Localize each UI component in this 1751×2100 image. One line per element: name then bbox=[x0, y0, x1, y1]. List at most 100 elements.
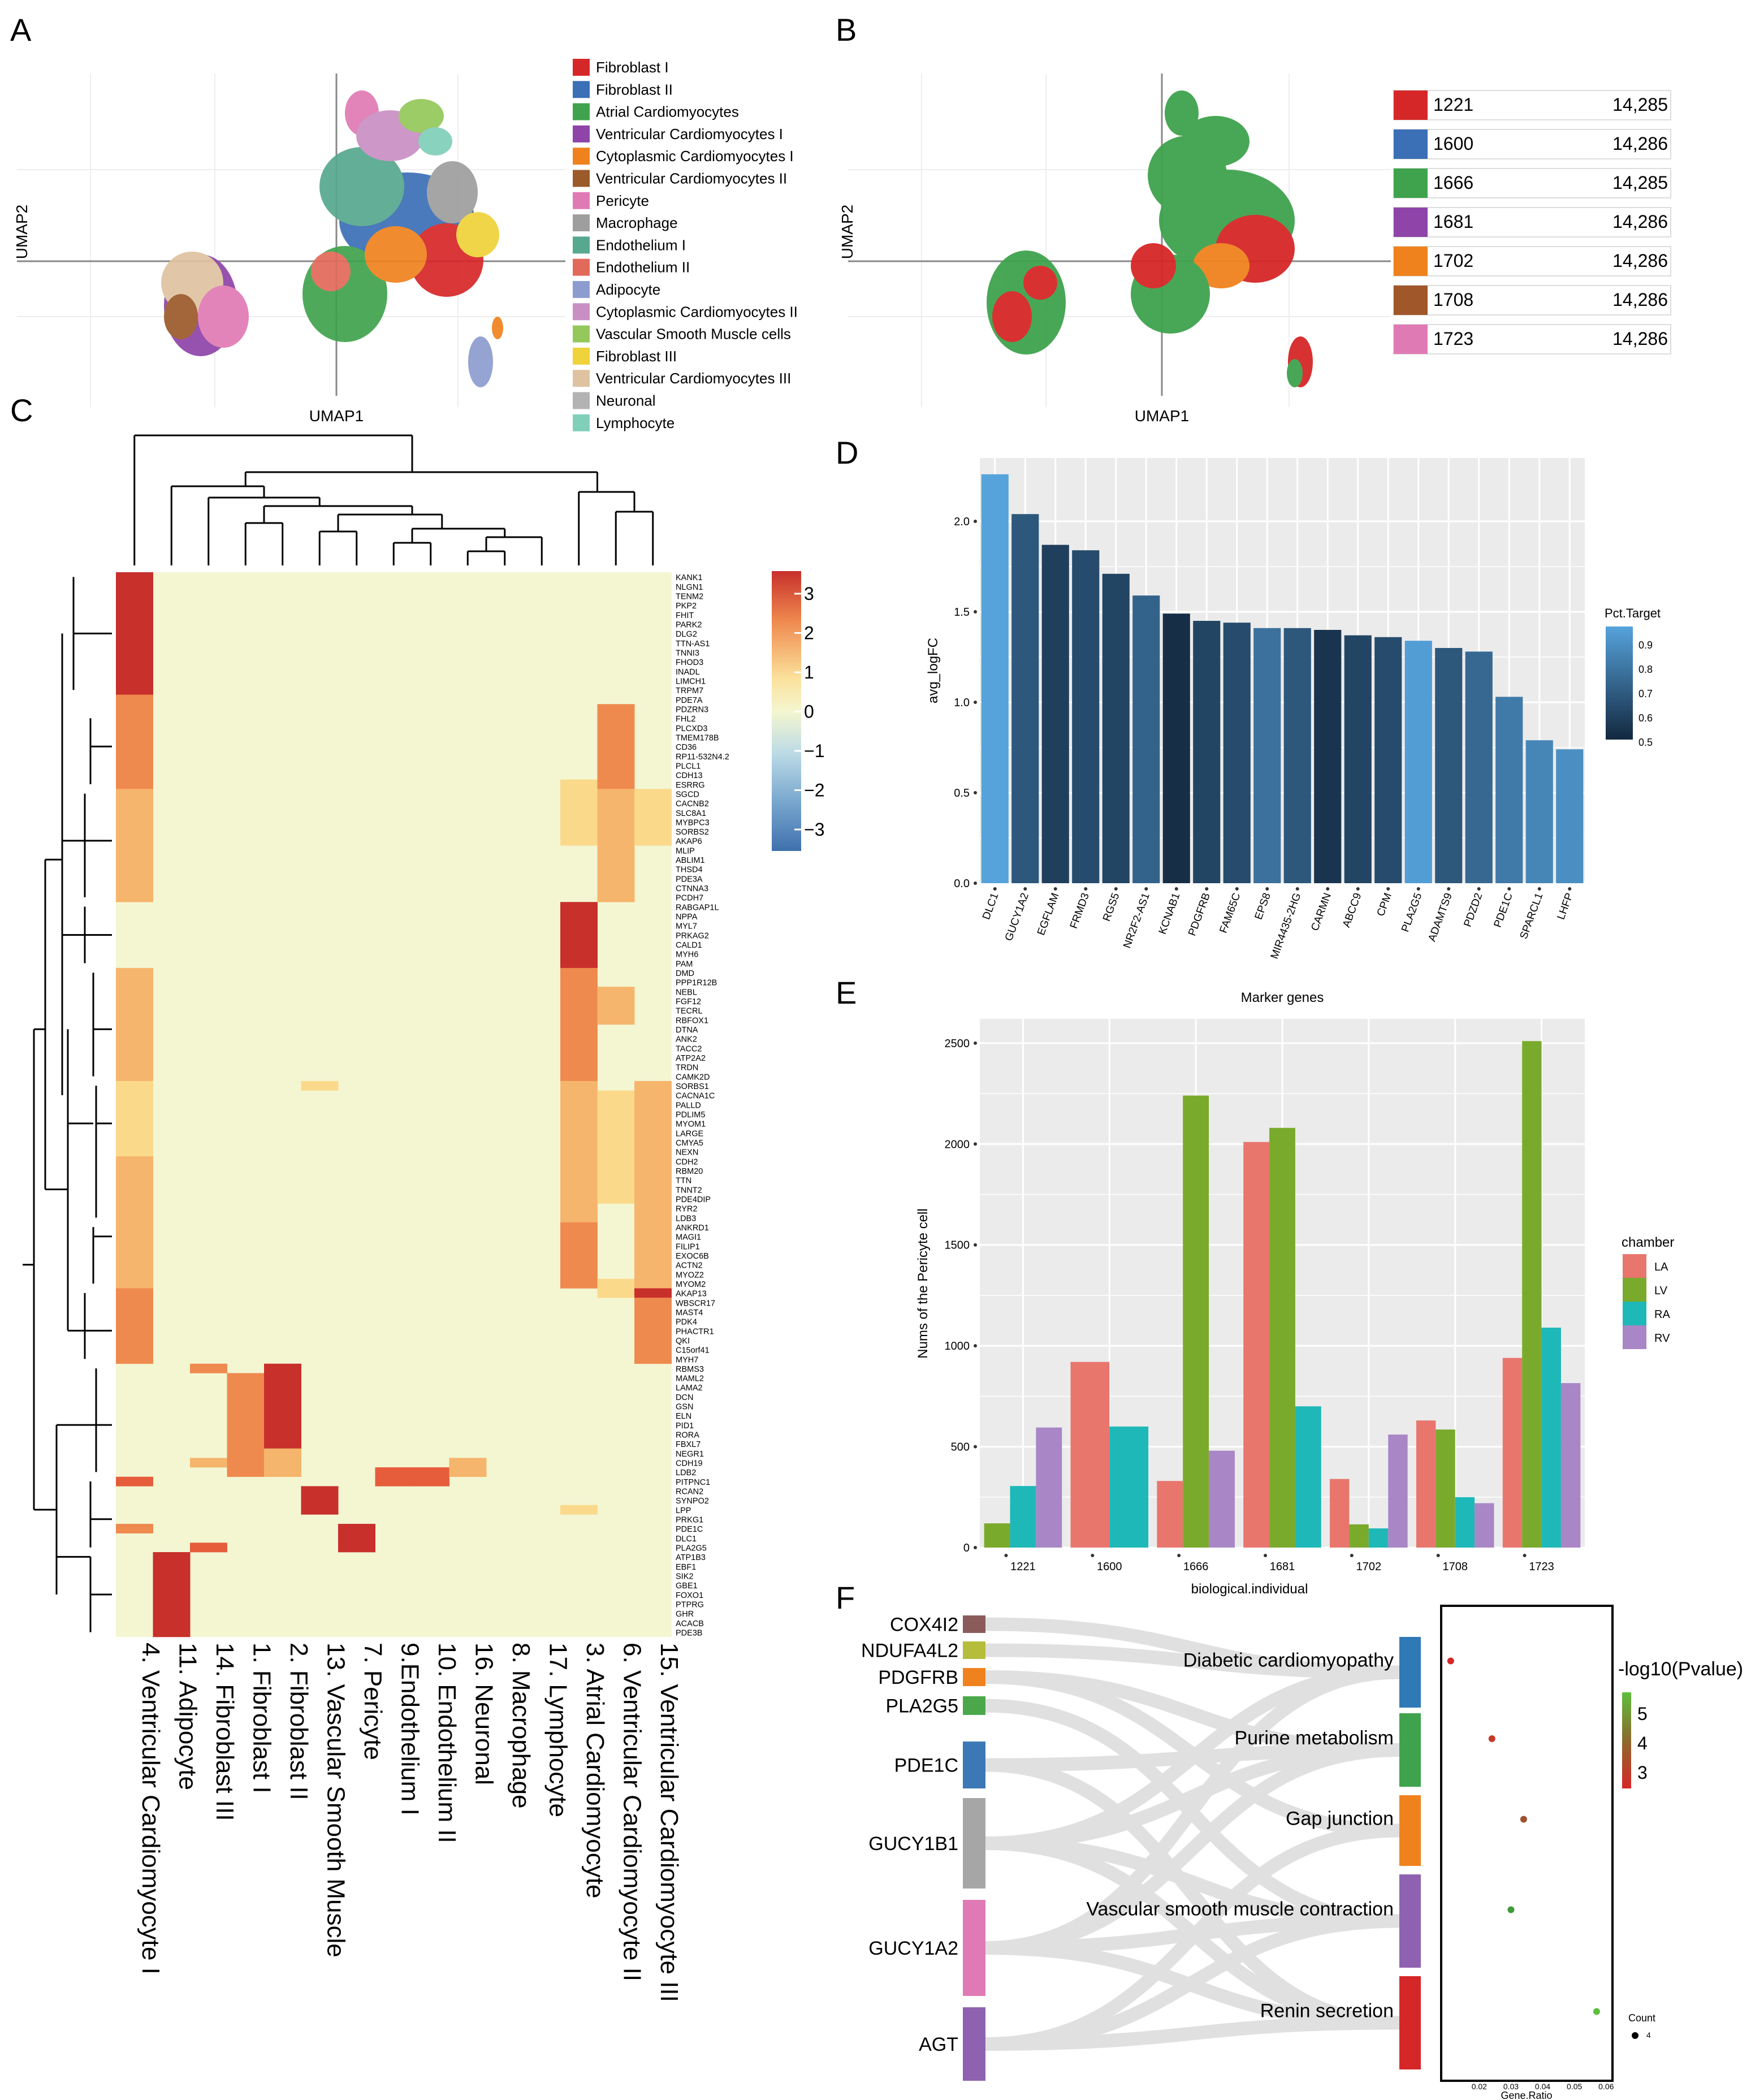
bar bbox=[1011, 514, 1039, 883]
bar bbox=[1243, 1142, 1270, 1548]
heatmap-cell bbox=[597, 789, 635, 902]
sankey-gene-node bbox=[963, 1668, 985, 1686]
bar bbox=[1209, 1450, 1235, 1548]
bar bbox=[1070, 1362, 1110, 1548]
heatmap-gene-label: SYNPO2 bbox=[676, 1497, 709, 1506]
xtick-mark bbox=[1568, 887, 1572, 891]
heatmap-cell bbox=[116, 572, 153, 695]
heatmap-gene-label: DLC1 bbox=[676, 1535, 697, 1544]
ytick-label: 0.5 bbox=[954, 787, 970, 800]
legend-label: Fibroblast I bbox=[596, 59, 669, 76]
heatmap-gene-label: TNNI3 bbox=[676, 649, 699, 658]
heatmap-gene-label: PHACTR1 bbox=[676, 1327, 714, 1336]
colorbar-tick-label: −1 bbox=[804, 741, 824, 761]
ytick-label: 2500 bbox=[945, 1038, 970, 1050]
heatmap-gene-label: LARGE bbox=[676, 1129, 703, 1138]
xtick-mark bbox=[1295, 887, 1299, 891]
xtick-label: 1681 bbox=[1270, 1561, 1295, 1573]
heatmap-cell bbox=[597, 1278, 635, 1298]
heatmap-gene-label: AKAP6 bbox=[676, 837, 702, 846]
bar bbox=[1388, 1434, 1408, 1548]
bar bbox=[1157, 1481, 1183, 1548]
heatmap-cluster-label: 6. Ventricular Cardiomyocyte II bbox=[618, 1643, 646, 1981]
xtick-mark bbox=[1350, 1554, 1354, 1557]
legend-row bbox=[1393, 129, 1671, 159]
heatmap-gene-label: RP11-532N4.2 bbox=[676, 753, 729, 762]
chart-d-yticks: 0.0 0.5 1.0 1.5 2.0 bbox=[954, 516, 977, 890]
heatmap-cell bbox=[338, 1524, 375, 1553]
sankey-gene-node bbox=[963, 2007, 985, 2081]
heatmap-cell bbox=[560, 967, 598, 1082]
sankey-gene-node bbox=[963, 1615, 985, 1633]
heatmap-gene-label: LDB2 bbox=[676, 1468, 696, 1477]
xtick-label: EPS8 bbox=[1253, 892, 1273, 922]
xtick-label: LHFP bbox=[1555, 892, 1576, 922]
heatmap-cell bbox=[301, 1486, 339, 1515]
heatmap-gene-label: NLGN1 bbox=[676, 583, 703, 592]
ytick-label: 1500 bbox=[945, 1239, 970, 1252]
sankey-pathway-node bbox=[1399, 1637, 1421, 1708]
heatmap-gene-label: MYBPC3 bbox=[676, 818, 710, 827]
bar bbox=[1344, 635, 1372, 883]
chart-d-bars bbox=[981, 474, 1584, 883]
heatmap-cluster-label: 17. Lymphocyte bbox=[544, 1643, 572, 1817]
heatmap-cell bbox=[116, 1524, 153, 1533]
heatmap-gene-label: ANK2 bbox=[676, 1035, 697, 1044]
heatmap-gene-label: RBM20 bbox=[676, 1167, 703, 1176]
heatmap-gene-label: PCDH7 bbox=[676, 894, 703, 903]
heatmap-gene-label: DTNA bbox=[676, 1026, 698, 1035]
colorbar-tick-label: 5 bbox=[1637, 1704, 1648, 1724]
heatmap-gene-label: CDH13 bbox=[676, 771, 703, 780]
bar bbox=[1541, 1328, 1561, 1548]
bar bbox=[984, 1523, 1010, 1548]
heatmap-cell bbox=[116, 694, 153, 789]
heatmap: KANK1NLGN1TENM2PKP2FHITPARK2DLG2TTN-AS1T… bbox=[23, 434, 824, 2002]
bar bbox=[1374, 637, 1402, 883]
heatmap-gene-label: LDB3 bbox=[676, 1214, 696, 1223]
heatmap-gene-label: GHR bbox=[676, 1610, 694, 1619]
heatmap-gene-label: WBSCR17 bbox=[676, 1299, 715, 1308]
ytick-label: 0.0 bbox=[954, 878, 970, 890]
xtick-label: MIR4435-2HG bbox=[1269, 892, 1304, 961]
legend-swatch bbox=[573, 125, 590, 142]
xtick-label: 1600 bbox=[1097, 1561, 1122, 1573]
heatmap-gene-label: PTPRG bbox=[676, 1601, 704, 1610]
heatmap-gene-label: AKAP13 bbox=[676, 1290, 707, 1299]
heatmap-gene-label: NPPA bbox=[676, 913, 698, 922]
heatmap-cell bbox=[190, 1542, 227, 1553]
bar bbox=[1522, 1041, 1542, 1548]
heatmap-gene-label: CACNA1C bbox=[676, 1092, 715, 1101]
heatmap-gene-label: TECRL bbox=[676, 1007, 703, 1016]
legend-swatch bbox=[573, 170, 590, 187]
xtick-label: GUCY1A2 bbox=[1003, 892, 1031, 943]
sankey-link bbox=[985, 1743, 1400, 1955]
heatmap-gene-label: ABLIM1 bbox=[676, 856, 705, 865]
legend-label: Cytoplasmic Cardiomyocytes II bbox=[596, 303, 798, 320]
bar bbox=[1223, 623, 1251, 883]
sankey-pathway-node bbox=[1399, 1795, 1421, 1866]
chart-d-xlabel: Marker genes bbox=[1241, 990, 1324, 1005]
xtick-label: 1221 bbox=[1010, 1561, 1036, 1573]
legend-label: Cytoplasmic Cardiomyocytes I bbox=[596, 148, 794, 165]
heatmap-gene-label: NEXN bbox=[676, 1148, 698, 1157]
heatmap-gene-label: ACACB bbox=[676, 1619, 704, 1628]
legend-label: 1723 bbox=[1433, 329, 1473, 349]
xtick-mark bbox=[1537, 887, 1541, 891]
legend-label: Ventricular Cardiomyocytes III bbox=[596, 370, 791, 387]
sankey-gene-label: COX4I2 bbox=[890, 1614, 958, 1636]
legend-swatch bbox=[573, 281, 590, 298]
legend-label: 1666 bbox=[1433, 172, 1473, 193]
heatmap-cell bbox=[264, 1448, 301, 1477]
heatmap-gene-label: TMEM178B bbox=[676, 733, 719, 742]
heatmap-gene-label: ACTN2 bbox=[676, 1261, 703, 1271]
legend-swatch bbox=[1394, 208, 1428, 237]
dotplot-size-key bbox=[1632, 2032, 1638, 2039]
bar bbox=[1475, 1503, 1494, 1548]
legend-label: 1600 bbox=[1433, 133, 1473, 154]
heatmap-cell bbox=[375, 1467, 413, 1487]
bar bbox=[1036, 1427, 1062, 1548]
legend-swatch bbox=[1623, 1302, 1646, 1325]
legend-count: 14,286 bbox=[1612, 250, 1668, 271]
bar bbox=[1525, 740, 1553, 883]
heatmap-gene-label: CDH2 bbox=[676, 1157, 698, 1166]
